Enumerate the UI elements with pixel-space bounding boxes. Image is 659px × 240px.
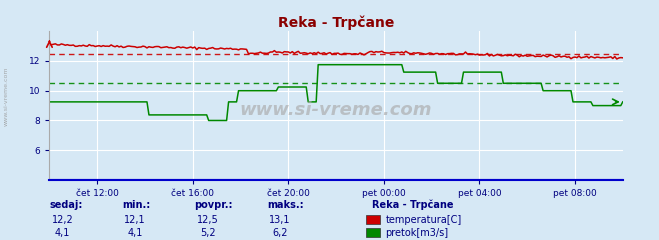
- Bar: [366, 228, 380, 237]
- Text: pretok[m3/s]: pretok[m3/s]: [386, 228, 449, 238]
- Text: 13,1: 13,1: [270, 215, 291, 225]
- Text: 5,2: 5,2: [200, 228, 215, 238]
- Text: www.si-vreme.com: www.si-vreme.com: [4, 66, 9, 126]
- Text: 6,2: 6,2: [272, 228, 288, 238]
- Text: www.si-vreme.com: www.si-vreme.com: [240, 101, 432, 119]
- Text: maks.:: maks.:: [267, 200, 304, 210]
- Text: povpr.:: povpr.:: [194, 200, 233, 210]
- Text: temperatura[C]: temperatura[C]: [386, 215, 462, 225]
- Text: sedaj:: sedaj:: [49, 200, 83, 210]
- Bar: [366, 215, 380, 224]
- Title: Reka - Trpčane: Reka - Trpčane: [278, 16, 394, 30]
- Text: min.:: min.:: [122, 200, 150, 210]
- Text: Reka - Trpčane: Reka - Trpčane: [372, 200, 454, 210]
- Text: 4,1: 4,1: [127, 228, 143, 238]
- Text: 12,2: 12,2: [51, 215, 74, 225]
- Text: 12,5: 12,5: [196, 215, 219, 225]
- Text: 4,1: 4,1: [55, 228, 71, 238]
- Text: 12,1: 12,1: [125, 215, 146, 225]
